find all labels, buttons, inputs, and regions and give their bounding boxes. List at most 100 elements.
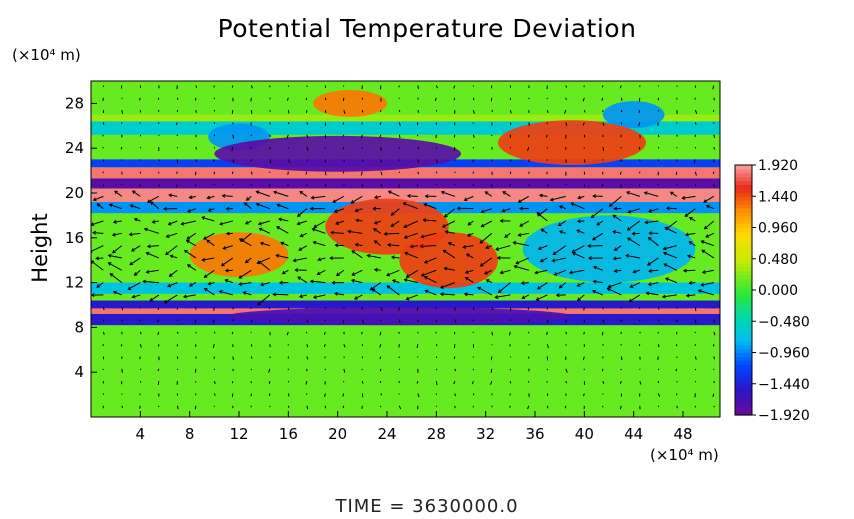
- vector-head: [613, 206, 618, 211]
- vector: [213, 381, 216, 385]
- vector-head: [165, 251, 169, 256]
- vector-head: [423, 276, 428, 280]
- vector: [184, 249, 197, 259]
- colorbar-cell: [735, 352, 752, 358]
- vector: [96, 282, 104, 288]
- vector: [223, 245, 233, 250]
- vector: [102, 134, 104, 137]
- vector: [306, 356, 309, 360]
- vector: [127, 282, 141, 290]
- vector-head: [551, 258, 556, 263]
- vector: [286, 331, 289, 336]
- vector: [648, 237, 659, 247]
- colorbar-cell: [735, 336, 752, 342]
- vector: [380, 183, 383, 188]
- vector: [348, 230, 363, 234]
- vector-head: [373, 195, 378, 200]
- vector: [576, 229, 585, 234]
- vector-head: [276, 203, 281, 208]
- vector: [528, 122, 530, 126]
- vector: [134, 269, 141, 276]
- vector-head: [577, 195, 582, 200]
- vector: [355, 243, 363, 247]
- vector: [212, 344, 215, 349]
- vector: [554, 269, 567, 276]
- vector: [343, 344, 346, 348]
- vector-head: [420, 273, 425, 277]
- vector-head: [592, 265, 597, 270]
- vector-head: [244, 259, 249, 264]
- vector: [231, 393, 234, 398]
- vector: [108, 254, 122, 259]
- vector: [147, 195, 160, 203]
- vector: [313, 294, 326, 299]
- vector: [168, 220, 178, 225]
- vector: [371, 288, 382, 296]
- vector-head: [255, 202, 260, 207]
- vector: [687, 255, 696, 259]
- vector-head: [168, 193, 173, 198]
- vector: [633, 269, 640, 273]
- vector-head: [576, 219, 581, 224]
- vector: [324, 381, 326, 385]
- vector: [109, 273, 123, 283]
- vector-head: [351, 250, 356, 254]
- vector: [443, 249, 456, 259]
- vector: [509, 122, 512, 126]
- vector: [144, 228, 159, 234]
- vector: [662, 294, 677, 298]
- colorbar-cell: [735, 290, 752, 295]
- vector: [694, 307, 697, 312]
- vector: [391, 220, 400, 227]
- vector: [189, 282, 197, 287]
- vector-head: [587, 256, 592, 261]
- vector: [208, 282, 215, 285]
- vector: [287, 122, 290, 125]
- colorbar-cell: [735, 329, 752, 334]
- vector-head: [665, 277, 669, 281]
- feature-9: [226, 307, 572, 326]
- vector-head: [201, 257, 206, 262]
- vector: [464, 195, 474, 201]
- vector: [645, 220, 659, 224]
- vector: [221, 257, 234, 267]
- vector-head: [275, 253, 280, 258]
- vector: [398, 405, 402, 410]
- x-tick-label: 48: [673, 425, 692, 443]
- vector: [620, 319, 622, 322]
- vector: [398, 122, 401, 127]
- vector: [379, 381, 382, 384]
- vector: [183, 294, 196, 298]
- vector: [491, 331, 494, 336]
- vector: [657, 344, 660, 348]
- vector: [601, 183, 604, 188]
- vector: [491, 307, 494, 311]
- vector-head: [355, 218, 360, 223]
- vector-head: [558, 230, 563, 234]
- vector: [620, 159, 622, 162]
- vector: [324, 183, 327, 187]
- vector: [157, 307, 160, 311]
- vector: [693, 159, 696, 164]
- vector-head: [626, 191, 630, 195]
- vector: [120, 344, 123, 347]
- vector: [120, 146, 123, 150]
- colorbar-cell: [735, 254, 752, 260]
- vector-head: [463, 292, 468, 297]
- vector-head: [260, 282, 265, 287]
- vector: [472, 109, 475, 115]
- vector: [238, 269, 252, 279]
- vector-head: [607, 284, 612, 289]
- vector: [268, 368, 271, 373]
- colorbar-cell: [735, 332, 752, 338]
- vector: [305, 381, 308, 385]
- vector: [705, 232, 715, 238]
- vector: [131, 245, 141, 252]
- vector-head: [477, 286, 482, 291]
- vector: [176, 405, 179, 410]
- vector: [93, 232, 104, 234]
- vector: [435, 381, 438, 386]
- vector: [602, 319, 605, 324]
- vector-head: [612, 230, 617, 234]
- vector-head: [383, 231, 388, 236]
